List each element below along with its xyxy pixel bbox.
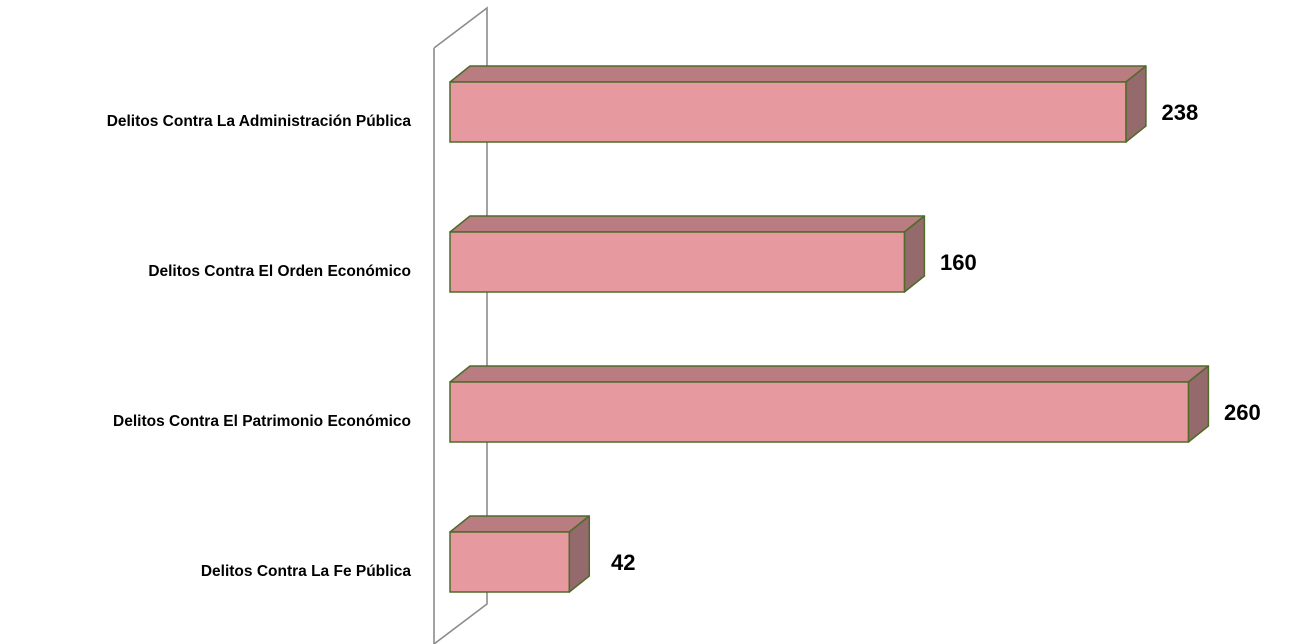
bar-front-face bbox=[449, 231, 906, 293]
bar bbox=[449, 215, 926, 293]
axis-wall-outline bbox=[433, 6, 488, 644]
bar-top-face bbox=[449, 515, 591, 533]
bar bbox=[449, 365, 1210, 443]
data-label: 42 bbox=[611, 550, 635, 575]
category-label: Delitos Contra El Patrimonio Económico bbox=[113, 413, 411, 430]
bar-front-face bbox=[449, 531, 571, 593]
axis-wall bbox=[433, 6, 488, 644]
data-labels: 238 160 260 42 bbox=[611, 100, 1261, 575]
category-label: Delitos Contra La Administración Pública bbox=[107, 113, 412, 130]
bar bbox=[449, 65, 1147, 143]
category-label: Delitos Contra La Fe Pública bbox=[201, 563, 412, 580]
bar-top-face bbox=[449, 65, 1147, 83]
bar-front-face bbox=[449, 381, 1190, 443]
bars bbox=[449, 65, 1210, 593]
bar-top-face bbox=[449, 365, 1210, 383]
category-labels: Delitos Contra La Administración Pública… bbox=[107, 113, 412, 580]
data-label: 238 bbox=[1162, 100, 1199, 125]
bar-front-face bbox=[449, 81, 1127, 143]
data-label: 160 bbox=[940, 250, 977, 275]
bar bbox=[449, 515, 591, 593]
category-label: Delitos Contra El Orden Económico bbox=[148, 263, 411, 280]
bar-top-face bbox=[449, 215, 926, 233]
data-label: 260 bbox=[1224, 400, 1261, 425]
